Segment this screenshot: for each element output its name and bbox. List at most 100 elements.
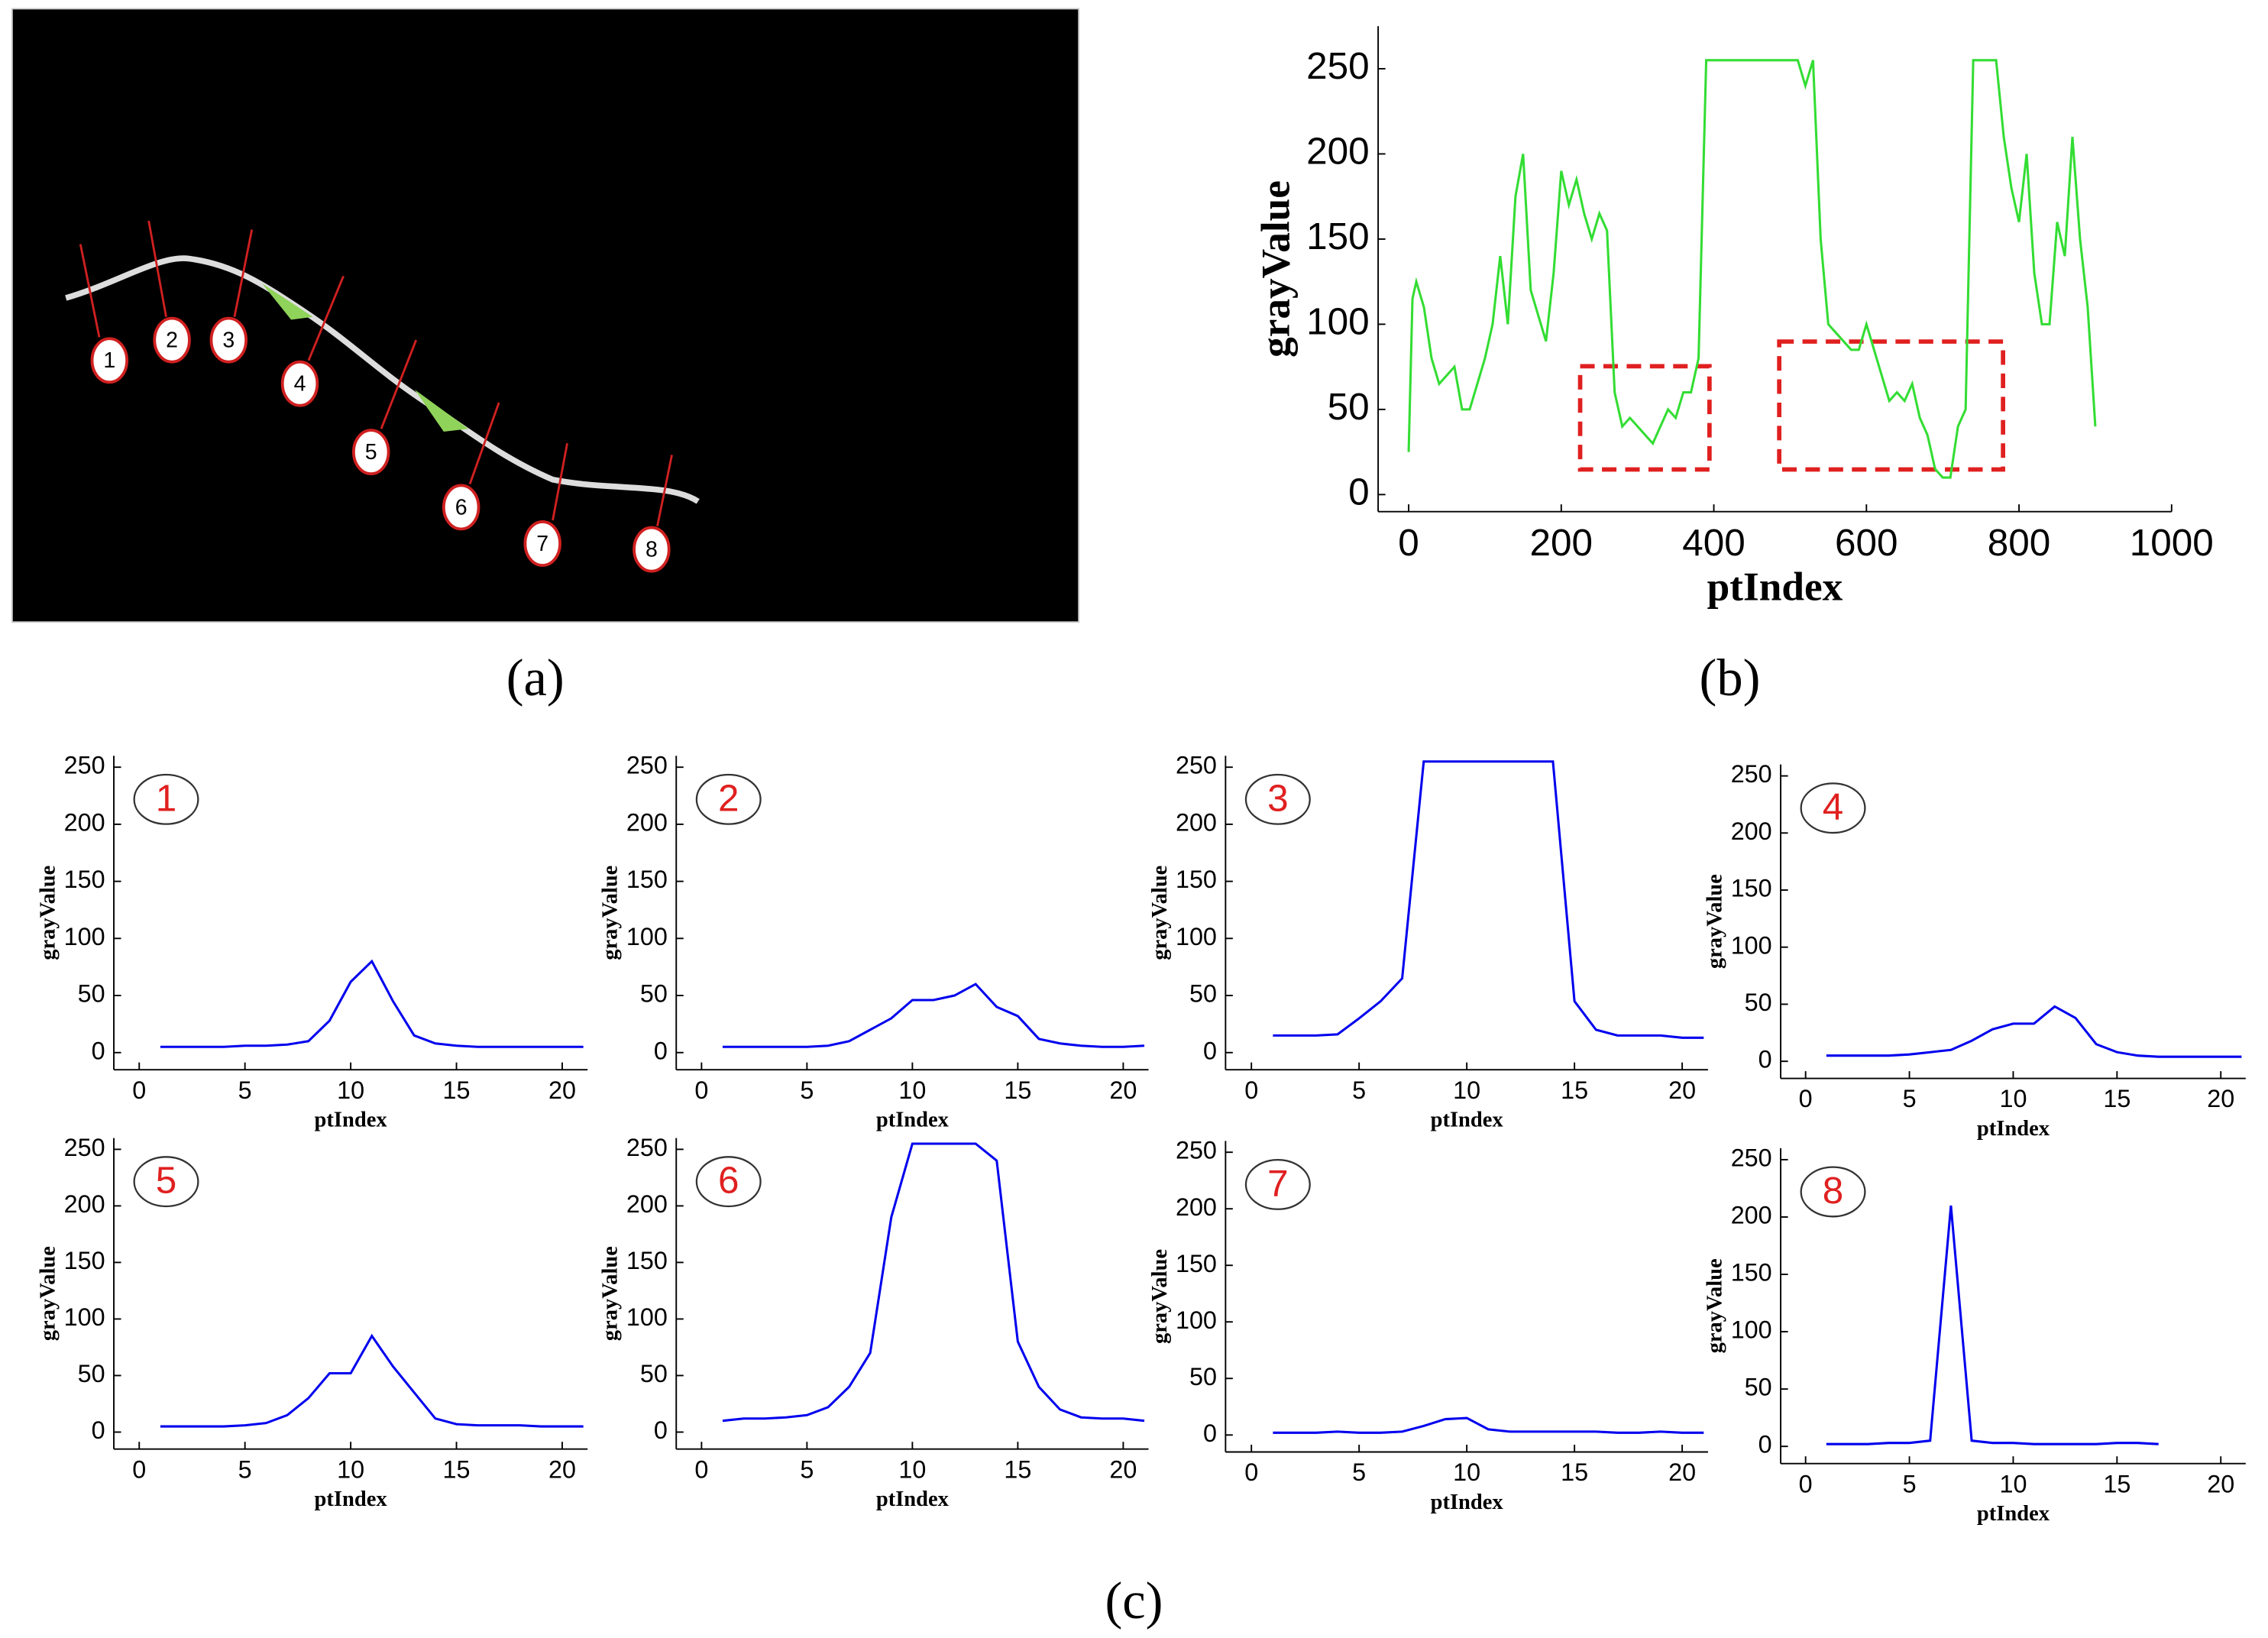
y-tick-label: 50 — [1745, 989, 1772, 1016]
y-tick-label: 50 — [1745, 1374, 1772, 1401]
y-tick-label: 100 — [1176, 923, 1217, 950]
image-frame — [11, 8, 1080, 623]
data-line — [1273, 760, 1704, 1039]
panel-label: (b) — [1700, 649, 1761, 707]
x-tick-label: 5 — [1352, 1458, 1366, 1486]
annotation: 7 — [1267, 1162, 1289, 1204]
marker-label: 5 — [365, 440, 377, 465]
marker-label: 8 — [645, 538, 658, 562]
y-tick-label: 0 — [1203, 1419, 1217, 1447]
x-tick-label: 1000 — [2130, 522, 2214, 564]
y-tick-label: 100 — [1306, 300, 1370, 342]
marker-group: 1 2 3 4 5 6 7 8 — [90, 316, 671, 573]
x-tick-label: 10 — [337, 1455, 364, 1483]
marker-label: 1 — [103, 348, 115, 373]
data-line — [722, 1142, 1145, 1423]
y-tick-label: 50 — [640, 980, 668, 1008]
x-tick-label: 10 — [1453, 1076, 1480, 1104]
x-axis-label: ptIndex — [876, 1487, 950, 1511]
annotation: 8 — [1823, 1170, 1844, 1212]
x-tick-label: 400 — [1682, 522, 1745, 564]
y-tick-label: 50 — [78, 1360, 105, 1387]
x-tick-label: 20 — [1668, 1076, 1696, 1104]
y-tick-label: 0 — [92, 1416, 105, 1444]
x-axis-label: ptIndex — [1977, 1117, 2050, 1141]
y-tick-label: 150 — [1731, 1259, 1772, 1287]
x-tick-label: 15 — [2103, 1470, 2130, 1497]
y-tick-label: 100 — [1731, 931, 1772, 959]
marker-label: 6 — [455, 495, 468, 520]
y-tick-label: 250 — [1306, 45, 1370, 87]
x-tick-label: 5 — [1352, 1076, 1366, 1104]
annotation-circle — [1244, 773, 1311, 825]
data-line — [160, 959, 584, 1048]
y-tick-label: 250 — [1176, 752, 1217, 779]
y-tick-label: 0 — [654, 1416, 668, 1444]
y-axis-label: grayValue — [599, 866, 623, 960]
annotation: 3 — [1267, 777, 1289, 819]
y-axis-label: grayValue — [1703, 874, 1727, 969]
annotation: 1 — [156, 777, 177, 819]
y-tick-label: 100 — [1176, 1306, 1217, 1334]
annotation: 2 — [718, 777, 739, 819]
x-tick-label: 10 — [1999, 1085, 2027, 1112]
panel-label: (c) — [1105, 1572, 1163, 1630]
y-tick-label: 50 — [1189, 980, 1217, 1008]
marker-circle — [633, 526, 671, 573]
y-axis-label: grayValue — [36, 1246, 60, 1341]
x-tick-label: 15 — [1004, 1455, 1031, 1483]
annotation-circle — [1800, 1166, 1866, 1218]
x-tick-label: 20 — [548, 1455, 576, 1483]
x-axis-label: ptIndex — [315, 1109, 388, 1132]
x-tick-label: 0 — [1799, 1085, 1813, 1112]
x-axis-label: ptIndex — [1977, 1502, 2050, 1526]
highlight-boxes — [1577, 339, 2005, 472]
y-axis-label: grayValue — [1148, 866, 1172, 960]
marker-label: 4 — [294, 372, 306, 397]
y-tick-label: 100 — [1731, 1316, 1772, 1344]
x-tick-label: 10 — [898, 1455, 926, 1483]
y-axis-label: grayValue — [1703, 1258, 1727, 1353]
y-tick-label: 250 — [1176, 1137, 1217, 1164]
x-tick-label: 5 — [1903, 1470, 1917, 1497]
annotation-circle — [133, 773, 199, 825]
y-tick-label: 200 — [626, 1190, 668, 1218]
x-tick-label: 5 — [800, 1455, 814, 1483]
data-line — [1826, 1005, 2242, 1058]
marker-label: 7 — [536, 532, 548, 556]
y-tick-label: 0 — [92, 1037, 105, 1064]
annotation: 6 — [718, 1160, 739, 1202]
y-tick-label: 0 — [1348, 471, 1370, 513]
y-tick-label: 50 — [1189, 1363, 1217, 1390]
y-tick-label: 200 — [1731, 1202, 1772, 1229]
y-tick-label: 250 — [626, 752, 668, 779]
x-axis-label: ptIndex — [1707, 565, 1843, 610]
y-axis-label: grayValue — [1254, 180, 1299, 358]
annotation-circle — [1800, 782, 1866, 834]
direction-arrow — [262, 283, 469, 432]
y-tick-label: 200 — [626, 808, 668, 836]
annotation-circle — [695, 773, 762, 825]
y-tick-label: 250 — [626, 1134, 668, 1161]
data-line — [1273, 1416, 1704, 1434]
y-tick-label: 150 — [626, 866, 668, 893]
x-tick-label: 600 — [1835, 522, 1898, 564]
y-tick-label: 150 — [1306, 215, 1370, 257]
x-tick-label: 200 — [1530, 522, 1593, 564]
x-axis-label: ptIndex — [315, 1487, 388, 1511]
marker-circle — [442, 484, 480, 531]
x-tick-label: 0 — [1244, 1076, 1258, 1104]
x-tick-label: 10 — [337, 1076, 364, 1104]
x-tick-label: 10 — [898, 1076, 926, 1104]
x-tick-label: 5 — [1903, 1085, 1917, 1112]
x-axis-label: ptIndex — [1431, 1109, 1504, 1132]
y-tick-label: 50 — [640, 1360, 668, 1387]
annotation: 5 — [156, 1160, 177, 1202]
x-tick-label: 15 — [443, 1455, 471, 1483]
marker-circle — [523, 520, 561, 567]
x-tick-label: 0 — [132, 1076, 146, 1104]
y-tick-label: 200 — [1176, 808, 1217, 836]
y-tick-label: 200 — [1306, 131, 1370, 173]
x-tick-label: 15 — [443, 1076, 471, 1104]
